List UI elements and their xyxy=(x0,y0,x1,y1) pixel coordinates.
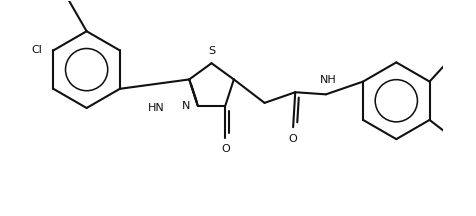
Text: S: S xyxy=(208,46,215,56)
Text: Cl: Cl xyxy=(32,45,43,56)
Text: O: O xyxy=(289,133,298,144)
Text: O: O xyxy=(221,144,230,154)
Text: HN: HN xyxy=(148,103,165,113)
Text: N: N xyxy=(182,101,190,111)
Text: NH: NH xyxy=(320,75,337,85)
